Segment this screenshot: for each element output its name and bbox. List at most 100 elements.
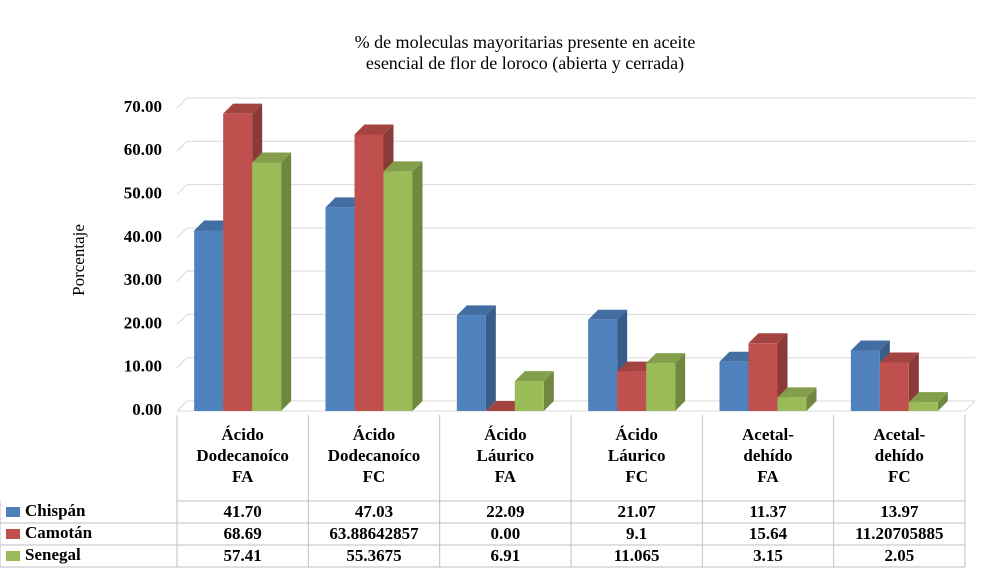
bar-top xyxy=(850,340,890,351)
bar xyxy=(908,402,938,411)
table-value: 11.20705885 xyxy=(855,524,943,543)
bar xyxy=(719,361,749,411)
bar-side xyxy=(675,353,686,411)
grid-line xyxy=(176,400,975,412)
grid-line xyxy=(176,227,975,239)
grid-line xyxy=(176,313,975,325)
grid-line xyxy=(176,97,975,109)
table-value: 0.00 xyxy=(490,524,520,543)
bar-side xyxy=(806,387,817,411)
table-value: 13.97 xyxy=(880,502,919,521)
bar xyxy=(194,230,224,411)
x-tick-label: Láurico xyxy=(477,446,535,465)
x-tick-label: Ácido xyxy=(353,425,396,444)
y-tick-label: 70.00 xyxy=(124,97,162,116)
table-value: 21.07 xyxy=(618,502,657,521)
table-value: 63.88642857 xyxy=(329,524,419,543)
bar-top xyxy=(514,371,554,382)
bar-top xyxy=(748,333,788,344)
bar-top xyxy=(777,387,817,398)
table-value: 68.69 xyxy=(224,524,262,543)
y-tick-label: 60.00 xyxy=(124,140,162,159)
x-tick-label: dehído xyxy=(875,446,924,465)
bar xyxy=(850,350,880,411)
table-value: 55.3675 xyxy=(346,546,401,565)
y-tick-label: 20.00 xyxy=(124,313,162,332)
y-axis-label: Porcentaje xyxy=(69,224,88,296)
bar-top xyxy=(456,305,496,316)
bar xyxy=(588,319,618,411)
bar xyxy=(456,315,486,411)
x-tick-label: FC xyxy=(363,467,386,486)
table-value: 41.70 xyxy=(224,502,262,521)
bar xyxy=(514,381,544,411)
bar xyxy=(748,343,778,411)
x-tick-label: Ácido xyxy=(221,425,264,444)
x-tick-label: FA xyxy=(232,467,254,486)
x-tick-label: FA xyxy=(757,467,779,486)
bar-side xyxy=(281,152,292,412)
table-value: 11.065 xyxy=(614,546,660,565)
bar-top xyxy=(646,353,686,364)
y-tick-label: 30.00 xyxy=(124,270,162,289)
bar xyxy=(354,134,384,412)
table-value: 9.1 xyxy=(626,524,647,543)
x-tick-label: FA xyxy=(495,467,517,486)
bar xyxy=(646,363,676,411)
bar-top xyxy=(879,352,919,363)
x-tick-label: Acetal- xyxy=(873,425,925,444)
grid-line xyxy=(176,184,975,195)
bar-top xyxy=(252,152,292,163)
legend-swatch xyxy=(6,529,20,539)
bar-side xyxy=(412,161,423,411)
x-tick-label: Láurico xyxy=(608,446,666,465)
legend-swatch xyxy=(6,551,20,561)
table-value: 11.37 xyxy=(749,502,787,521)
x-tick-label: Ácido xyxy=(484,425,527,444)
chart-title: % de moleculas mayoritarias presente en … xyxy=(355,32,696,52)
bar-top xyxy=(383,161,423,172)
x-tick-label: Ácido xyxy=(615,425,658,444)
bar-top xyxy=(588,309,628,320)
bar xyxy=(777,397,807,411)
x-tick-label: FC xyxy=(625,467,648,486)
x-tick-label: Acetal- xyxy=(742,425,794,444)
chart-title: esencial de flor de loroco (abierta y ce… xyxy=(366,53,684,74)
grid-line xyxy=(176,357,975,369)
bar-top xyxy=(354,124,394,135)
table-value: 6.91 xyxy=(490,546,520,565)
bar-top xyxy=(908,392,948,403)
bar xyxy=(223,113,253,412)
bar xyxy=(325,207,355,411)
table-value: 57.41 xyxy=(224,546,262,565)
x-tick-label: Dodecanoíco xyxy=(196,446,289,465)
floor xyxy=(177,400,976,412)
grid-line xyxy=(176,140,975,152)
table-value: 3.15 xyxy=(753,546,783,565)
x-tick-label: dehído xyxy=(743,446,792,465)
x-tick-label: FC xyxy=(888,467,911,486)
bar xyxy=(383,171,413,411)
legend-label: Camotán xyxy=(25,523,93,542)
y-tick-label: 0.00 xyxy=(132,400,162,419)
table-value: 15.64 xyxy=(749,524,788,543)
table-value: 22.09 xyxy=(486,502,524,521)
grid-line xyxy=(176,270,975,282)
bar xyxy=(252,162,282,411)
bar-side xyxy=(543,371,554,411)
y-tick-label: 10.00 xyxy=(124,357,162,376)
legend-swatch xyxy=(6,507,20,517)
bar-side xyxy=(485,305,496,411)
bar xyxy=(617,371,647,411)
y-tick-label: 50.00 xyxy=(124,183,162,202)
bar-top xyxy=(223,103,263,114)
x-tick-label: Dodecanoíco xyxy=(328,446,421,465)
bar-side xyxy=(937,392,948,411)
table-value: 47.03 xyxy=(355,502,393,521)
table-value: 2.05 xyxy=(884,546,914,565)
legend-label: Chispán xyxy=(25,501,86,520)
legend-label: Senegal xyxy=(25,545,81,564)
bar xyxy=(879,362,909,411)
y-tick-label: 40.00 xyxy=(124,227,162,246)
